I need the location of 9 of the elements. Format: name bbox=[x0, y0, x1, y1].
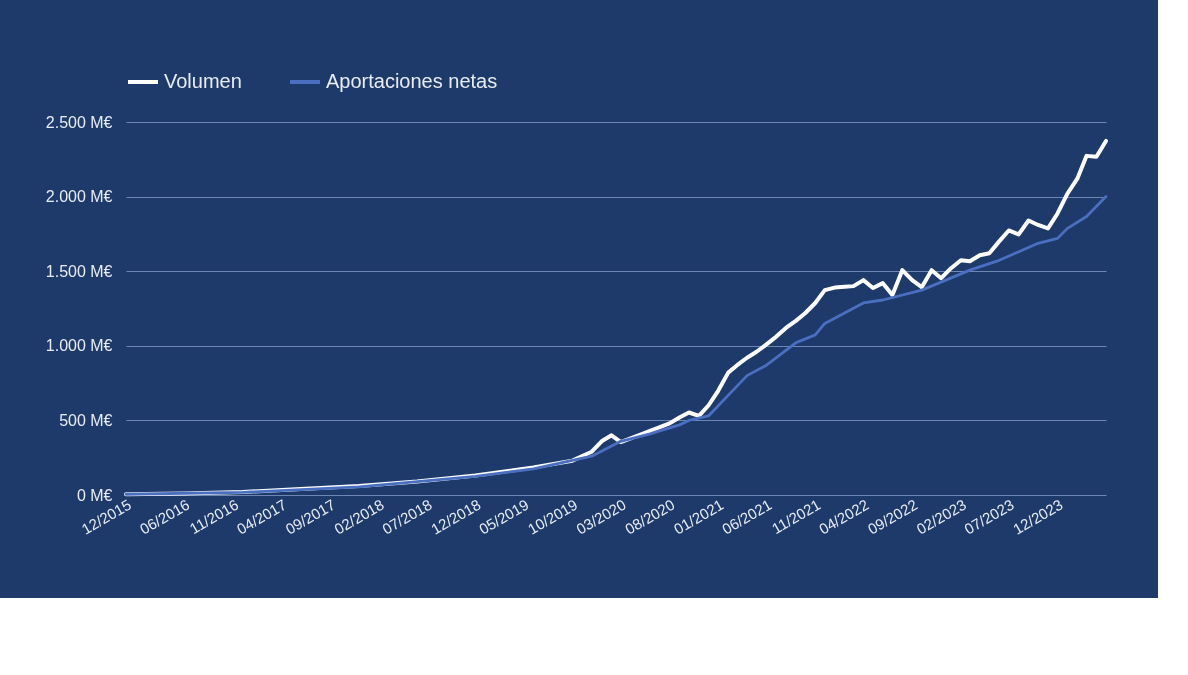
y-tick-label: 1.500 M€ bbox=[45, 262, 113, 280]
y-tick-label: 1.000 M€ bbox=[45, 337, 113, 355]
y-tick-label: 2.000 M€ bbox=[45, 188, 113, 206]
y-tick-label: 2.500 M€ bbox=[45, 113, 113, 131]
y-tick-label: 500 M€ bbox=[59, 411, 113, 429]
y-tick-label: 0 M€ bbox=[76, 486, 113, 504]
line-series bbox=[124, 195, 1108, 496]
legend-label: Aportaciones netas bbox=[326, 70, 498, 92]
legend-label: Volumen bbox=[164, 70, 242, 92]
